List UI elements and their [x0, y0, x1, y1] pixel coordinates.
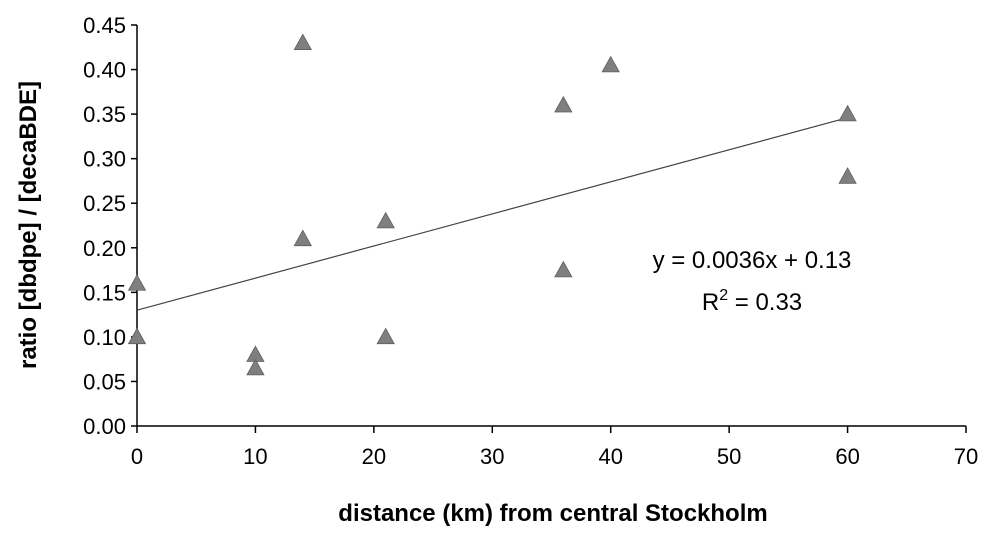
- x-tick-label: 40: [598, 444, 622, 469]
- r2-prefix: R: [702, 289, 719, 316]
- data-point: [838, 104, 857, 122]
- y-tick-label: 0.20: [83, 236, 126, 261]
- y-tick-label: 0.15: [83, 280, 126, 305]
- x-tick-label: 0: [131, 444, 143, 469]
- y-tick-label: 0.10: [83, 325, 126, 350]
- data-points: [127, 33, 857, 376]
- y-tick-label: 0.30: [83, 147, 126, 172]
- r2-superscript: 2: [719, 287, 728, 304]
- x-tick-label: 70: [954, 444, 978, 469]
- x-tick-label: 30: [480, 444, 504, 469]
- y-tick-label: 0.40: [83, 58, 126, 83]
- x-axis-ticks: 0 10 20 30 40 50 60 70: [131, 426, 978, 469]
- data-point: [127, 327, 147, 345]
- data-point: [838, 167, 857, 184]
- r2-value: = 0.33: [728, 289, 802, 316]
- data-point: [376, 327, 395, 345]
- data-point: [293, 229, 312, 247]
- x-tick-label: 50: [717, 444, 741, 469]
- trendline-equation: y = 0.0036x + 0.13: [653, 247, 852, 274]
- y-tick-label: 0.05: [83, 369, 126, 394]
- trendline-r-squared: R2 = 0.33: [702, 287, 802, 316]
- data-point: [554, 260, 573, 278]
- y-tick-label: 0.35: [83, 102, 126, 127]
- trendline: [136, 117, 848, 311]
- y-tick-label: 0.45: [83, 13, 126, 38]
- data-point: [293, 33, 312, 51]
- x-tick-label: 20: [362, 444, 386, 469]
- data-point: [127, 274, 147, 291]
- y-tick-label: 0.25: [83, 191, 126, 216]
- data-point: [601, 55, 620, 73]
- data-point: [376, 211, 395, 229]
- x-tick-label: 60: [835, 444, 859, 469]
- y-tick-label: 0.00: [83, 414, 126, 439]
- data-point: [246, 358, 265, 376]
- data-point: [554, 95, 573, 113]
- x-tick-label: 10: [243, 444, 267, 469]
- y-axis-title: ratio [dbdpe] / [decaBDE]: [15, 81, 42, 369]
- y-axis-ticks: 0.00 0.05 0.10 0.15 0.20 0.25 0.30 0.35 0.40 0.45: [83, 13, 137, 439]
- x-axis-title: distance (km) from central Stockholm: [338, 500, 767, 527]
